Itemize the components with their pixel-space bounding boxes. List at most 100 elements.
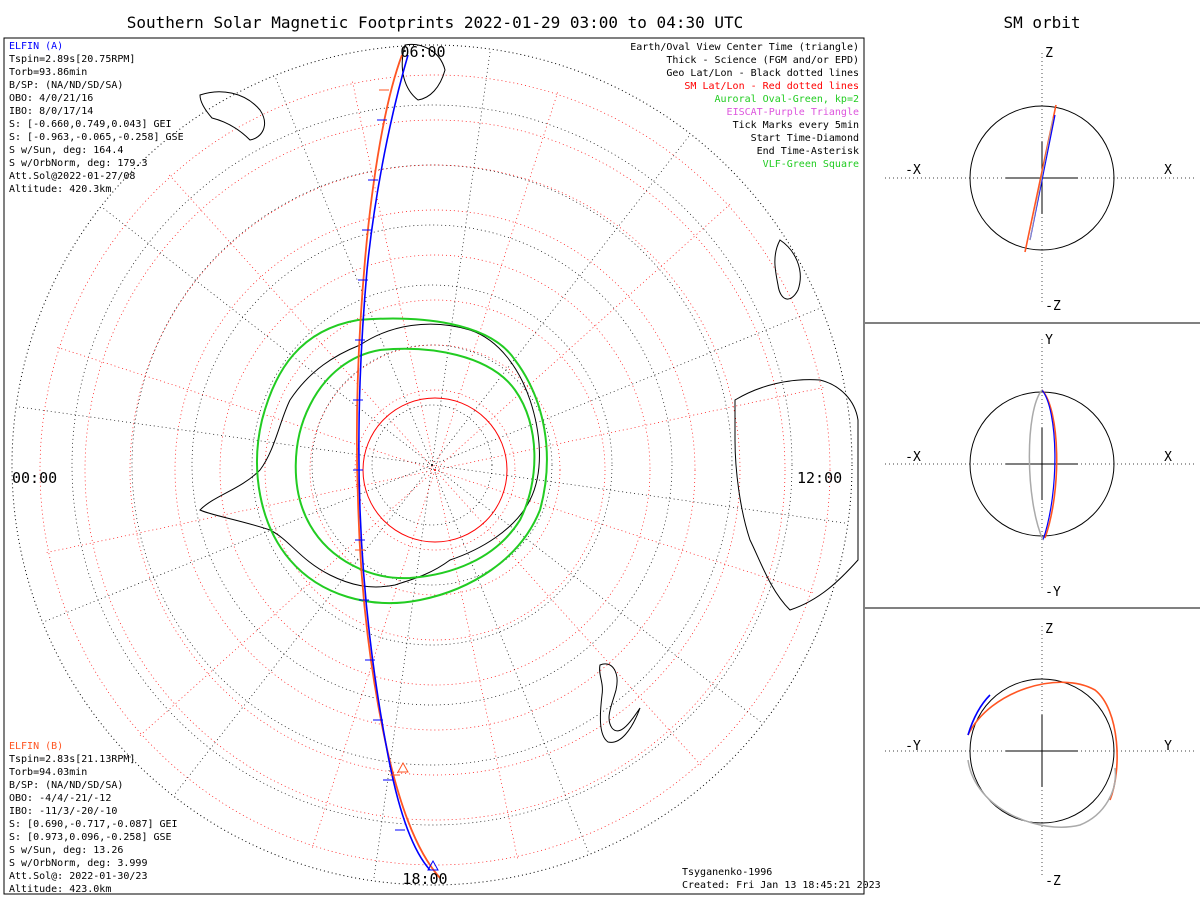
figure-title: Southern Solar Magnetic Footprints 2022-… xyxy=(127,13,744,32)
geo-lon-line xyxy=(431,464,848,524)
axis-label-top: Z xyxy=(1045,46,1053,61)
sm-lat-circle xyxy=(309,344,561,596)
geo-lon-line xyxy=(431,307,822,466)
orbit-shadow xyxy=(1028,389,1044,541)
new-zealand-coastline xyxy=(599,663,641,743)
geo-lat-circle xyxy=(71,104,793,826)
orbit-title: SM orbit xyxy=(1003,13,1080,32)
sm-lat-circle xyxy=(354,389,516,551)
probe-a-orbit xyxy=(967,694,991,736)
probe-a-line: Torb=93.86min xyxy=(9,67,87,78)
auroral-oval-inner xyxy=(294,347,536,580)
probe-a-line: Att.Sol@2022-01-27/08 xyxy=(9,171,135,182)
axis-label-bottom: -Y xyxy=(1045,585,1061,600)
auroral-oval-outer xyxy=(256,317,548,604)
created-label: Created: Fri Jan 13 18:45:21 2023 xyxy=(682,880,881,891)
probe-b-orbit xyxy=(967,681,1118,801)
legend-item: Start Time-Diamond xyxy=(751,133,859,144)
mlt-label-06: 06:00 xyxy=(400,43,445,61)
legend-item: Thick - Science (FGM and/or EPD) xyxy=(666,55,859,66)
sm-lon-line xyxy=(434,469,703,768)
probe-a-line: S: [-0.963,-0.065,-0.258] GSE xyxy=(9,132,184,143)
probe-b-line: S: [0.690,-0.717,-0.087] GEI xyxy=(9,819,178,830)
probe-a-track xyxy=(358,54,431,871)
axis-label-top: Z xyxy=(1045,622,1053,637)
legend-item: Tick Marks every 5min xyxy=(733,120,859,131)
orbit-panel-3-labels: Z -Z -Y Y xyxy=(905,622,1172,889)
axis-label-bottom: -Z xyxy=(1045,299,1061,314)
sm-lon-line xyxy=(351,78,436,471)
probe-b-line: S w/Sun, deg: 13.26 xyxy=(9,845,123,856)
axis-label-left: -Y xyxy=(905,739,921,754)
sm-lon-line xyxy=(434,469,519,862)
sm-lat-circle xyxy=(129,164,741,776)
probe-a-line: B/SP: (NA/ND/SD/SA) xyxy=(9,80,123,91)
geo-lat-circle xyxy=(311,344,553,586)
geo-lon-line xyxy=(16,406,433,466)
polar-map xyxy=(11,43,859,886)
probe-b-track xyxy=(355,54,441,879)
probe-a-line: S: [-0.660,0.749,0.043] GEI xyxy=(9,119,172,130)
probe-b-line: B/SP: (NA/ND/SD/SA) xyxy=(9,780,123,791)
sm-lon-line xyxy=(54,346,436,471)
legend-item: Auroral Oval-Green, kp=2 xyxy=(715,94,860,105)
map-edge-circle xyxy=(11,44,853,886)
geo-lon-line xyxy=(431,133,691,466)
probe-a-line: Tspin=2.89s[20.75RPM] xyxy=(9,54,135,65)
sm-lon-line xyxy=(434,469,816,594)
legend: Earth/Oval View Center Time (triangle) T… xyxy=(630,42,859,170)
south-america-coastline xyxy=(199,91,265,141)
probe-b-info: ELFIN (B) Tspin=2.83s[21.13RPM] Torb=94.… xyxy=(9,741,178,895)
probe-b-name: ELFIN (B) xyxy=(9,741,63,752)
probe-a-line: S w/Sun, deg: 164.4 xyxy=(9,145,123,156)
geo-lon-line xyxy=(373,464,433,881)
probe-a-line: OBO: 4/0/21/16 xyxy=(9,93,93,104)
orbit-shadow xyxy=(967,759,1117,828)
view-center-triangle xyxy=(427,859,439,871)
view-center-triangle xyxy=(397,761,409,773)
orbit-panels xyxy=(865,322,1200,609)
antarctica-coastline xyxy=(199,323,540,588)
geo-lat-circle xyxy=(371,404,493,526)
sm-lon-line xyxy=(167,172,436,471)
model-label: Tsyganenko-1996 xyxy=(682,867,772,878)
sm-lon-line xyxy=(434,202,733,471)
probe-a-line: S w/OrbNorm, deg: 179.3 xyxy=(9,158,147,169)
geo-lon-line xyxy=(42,464,433,623)
probe-a-info: ELFIN (A) Tspin=2.89s[20.75RPM] Torb=93.… xyxy=(9,41,184,195)
geo-lat-circle xyxy=(251,284,613,646)
orbit-panel-2-labels: Y -Y -X X xyxy=(905,333,1172,600)
orbit-plots xyxy=(885,53,1195,876)
legend-item: VLF-Green Square xyxy=(763,159,859,170)
probe-b-line: Altitude: 423.0km xyxy=(9,884,111,895)
probe-b-line: Att.Sol@: 2022-01-30/23 xyxy=(9,871,147,882)
axis-label-right: X xyxy=(1164,450,1172,465)
sm-lon-line xyxy=(137,469,436,738)
legend-item: End Time-Asterisk xyxy=(757,146,859,157)
axis-label-right: X xyxy=(1164,163,1172,178)
probe-a-orbit xyxy=(1041,389,1056,541)
sm-lat-circle xyxy=(219,254,651,686)
sm-lat-circle xyxy=(264,299,606,641)
legend-item: Earth/Oval View Center Time (triangle) xyxy=(630,42,859,53)
map-frame xyxy=(3,37,865,895)
mlt-label-18: 18:00 xyxy=(402,870,447,888)
axis-label-bottom: -Z xyxy=(1045,874,1061,889)
legend-item: SM Lat/Lon - Red dotted lines xyxy=(684,81,859,92)
geo-lon-line xyxy=(173,464,433,797)
probe-b-line: IBO: -11/3/-20/-10 xyxy=(9,806,117,817)
sm-lon-line xyxy=(434,89,559,471)
mlt-label-00: 00:00 xyxy=(12,469,57,487)
geo-lat-circle xyxy=(191,224,673,706)
sm-lat-circle xyxy=(84,119,786,821)
australia-coastline xyxy=(734,379,859,611)
axis-label-top: Y xyxy=(1045,333,1053,348)
axis-label-left: -X xyxy=(905,450,921,465)
island-coastline xyxy=(774,239,801,300)
probe-a-line: IBO: 8/0/17/14 xyxy=(9,106,93,117)
mlt-label-12: 12:00 xyxy=(797,469,842,487)
orbit-panel-1-labels: Z -Z -X X xyxy=(905,46,1172,314)
probe-b-line: S w/OrbNorm, deg: 3.999 xyxy=(9,858,147,869)
geo-lon-line xyxy=(274,75,433,466)
